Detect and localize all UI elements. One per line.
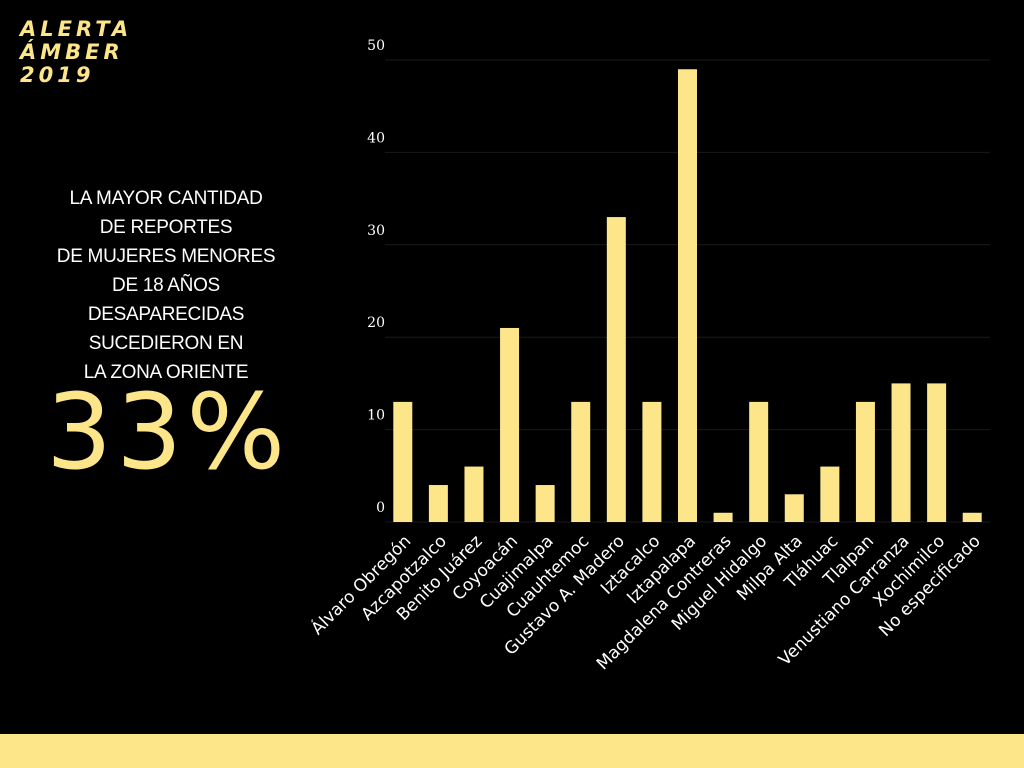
chart-bars — [393, 69, 982, 523]
bar — [784, 494, 804, 522]
bar — [713, 512, 733, 522]
headline-line: SUCEDIERON EN — [88, 333, 244, 354]
footer-band — [0, 734, 1024, 768]
headline-line: DESAPARECIDAS — [87, 304, 245, 325]
y-tick-label: 50 — [367, 38, 385, 54]
bar — [535, 485, 555, 522]
headline: LA MAYOR CANTIDAD DE REPORTES DE MUJERES… — [36, 184, 296, 387]
y-tick-label: 30 — [367, 223, 385, 239]
bar — [962, 512, 982, 522]
brand-line-1: ALERTA — [20, 17, 133, 41]
headline-line: DE REPORTES — [99, 217, 233, 238]
y-tick-label: 20 — [367, 315, 385, 331]
y-tick-label: 10 — [367, 408, 385, 424]
headline-line: DE MUJERES MENORES — [56, 246, 276, 267]
bar — [606, 217, 626, 522]
percentage-figure: 33% — [46, 371, 290, 493]
brand-title: ALERTA ÁMBER 2019 — [20, 18, 132, 87]
bar — [393, 401, 413, 522]
bar — [428, 485, 448, 522]
y-tick-label: 0 — [376, 500, 385, 516]
chart-y-ticks: 0 10 20 30 40 50 — [367, 38, 385, 516]
brand-line-2: ÁMBER — [20, 40, 124, 64]
bar — [749, 401, 769, 522]
bar — [927, 383, 947, 522]
headline-line: DE 18 AÑOS — [112, 275, 220, 296]
headline-line: LA ZONA ORIENTE — [83, 362, 249, 383]
bar — [464, 466, 484, 522]
bar — [855, 401, 875, 522]
bar — [571, 401, 591, 522]
y-tick-label: 40 — [367, 130, 385, 146]
bar — [642, 401, 662, 522]
brand-line-3: 2019 — [20, 63, 95, 87]
bar — [820, 466, 840, 522]
headline-line: LA MAYOR CANTIDAD — [69, 188, 263, 209]
bar — [500, 327, 520, 522]
bar — [678, 69, 697, 523]
bar — [891, 383, 911, 522]
